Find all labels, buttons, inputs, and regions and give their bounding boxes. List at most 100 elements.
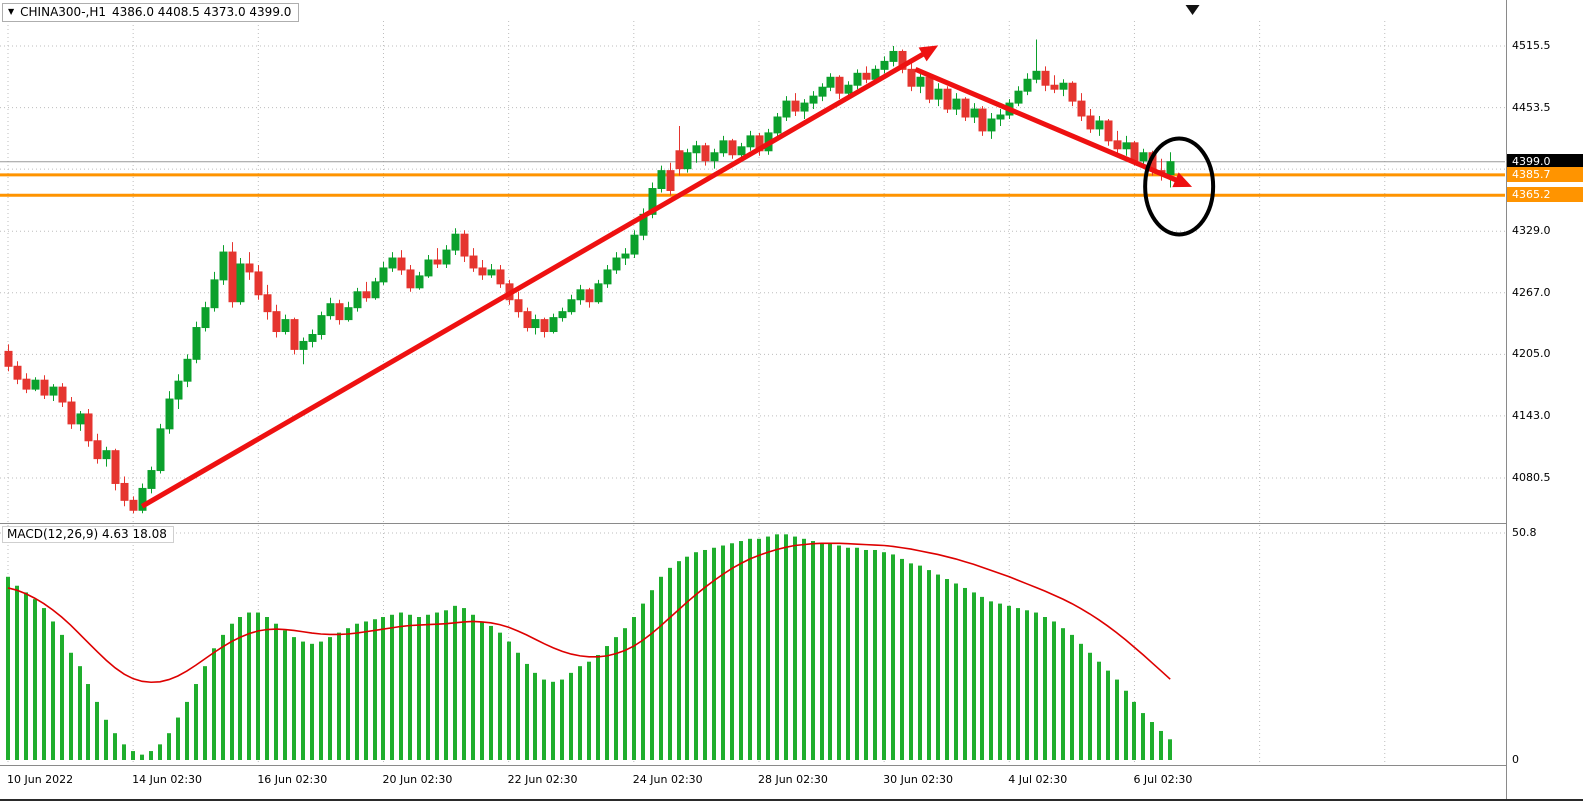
time-axis[interactable]: 10 Jun 2022 14 Jun 02:30 16 Jun 02:30 20 Ju… xyxy=(0,766,1505,799)
macd-bar xyxy=(980,596,984,760)
candle-body xyxy=(1014,90,1023,104)
time-axis-label: 14 Jun 02:30 xyxy=(132,773,203,786)
macd-bar xyxy=(900,558,904,760)
candle-body xyxy=(120,482,129,501)
macd-bar xyxy=(24,592,28,760)
macd-bar xyxy=(1097,661,1101,760)
macd-bar xyxy=(417,617,421,760)
macd-bar xyxy=(1043,617,1047,760)
macd-bar xyxy=(945,579,949,760)
macd-axis-label: 50.8 xyxy=(1512,526,1537,539)
level-price-tag[interactable]: 4385.7 xyxy=(1507,166,1583,182)
candle-body xyxy=(701,145,710,162)
candle-body xyxy=(916,76,925,87)
candle-body xyxy=(40,379,49,396)
macd-bar xyxy=(149,751,153,760)
candle-body xyxy=(970,108,979,118)
macd-bar xyxy=(462,608,466,760)
macd-bar xyxy=(1159,730,1163,760)
price-axis-label: 4143.0 xyxy=(1512,408,1551,422)
macd-bar xyxy=(963,587,967,760)
candle-body xyxy=(996,114,1005,120)
candle-body xyxy=(201,307,210,329)
candle-body xyxy=(138,487,147,511)
candle-body xyxy=(1086,115,1095,130)
candle-body xyxy=(49,386,58,396)
macd-bar xyxy=(238,617,242,760)
macd-bar xyxy=(659,576,663,760)
candle-body xyxy=(174,380,183,400)
macd-bar xyxy=(435,612,439,760)
macd-bar xyxy=(685,556,689,760)
macd-bar xyxy=(60,634,64,760)
candle-body xyxy=(603,269,612,285)
candle-body xyxy=(800,102,809,112)
macd-bar xyxy=(1052,621,1056,760)
macd-bar xyxy=(1088,652,1092,760)
macd-bar xyxy=(167,733,171,760)
macd-bar xyxy=(489,625,493,760)
macd-bar xyxy=(766,536,770,760)
ohlc-readout: 4386.0 4408.5 4373.0 4399.0 xyxy=(112,5,292,19)
price-axis[interactable]: 4515.5 4453.5 4329.0 4267.0 4205.0 4143.0 4080… xyxy=(1506,0,1583,799)
macd-bar xyxy=(33,599,37,760)
panel-separator[interactable] xyxy=(0,523,1583,524)
candle-body xyxy=(290,319,299,350)
time-axis-label: 4 Jul 02:30 xyxy=(1008,773,1068,786)
time-axis-label: 6 Jul 02:30 xyxy=(1133,773,1193,786)
macd-bar xyxy=(453,605,457,760)
candle-body xyxy=(22,378,31,390)
macd-bar xyxy=(1079,643,1083,760)
candle-body xyxy=(371,281,380,299)
candle-body xyxy=(308,333,317,342)
macd-bar xyxy=(677,561,681,760)
macd-bar xyxy=(310,643,314,760)
candle-body xyxy=(880,60,889,70)
candle-body xyxy=(487,269,496,276)
candle-body xyxy=(317,315,326,335)
highlight-ellipse[interactable] xyxy=(1143,136,1216,237)
candle-body xyxy=(13,365,22,380)
candle-body xyxy=(424,259,433,277)
macd-bar xyxy=(1034,612,1038,760)
macd-bar xyxy=(122,744,126,760)
macd-bar xyxy=(301,641,305,760)
candle-body xyxy=(397,257,406,271)
candle-body xyxy=(1113,140,1122,150)
candle-body xyxy=(415,275,424,289)
candle-body xyxy=(567,299,576,313)
level-price-tag[interactable]: 4365.2 xyxy=(1507,187,1583,203)
symbol-period-label: CHINA300-,H1 xyxy=(20,5,106,19)
candle-body xyxy=(710,152,719,162)
candle-body xyxy=(460,233,469,257)
price-axis-label: 4329.0 xyxy=(1512,224,1551,238)
macd-bar xyxy=(989,601,993,760)
uptrend-arrow[interactable] xyxy=(140,45,939,509)
macd-bar xyxy=(480,621,484,760)
candle-body xyxy=(630,234,639,255)
macd-bar xyxy=(1007,605,1011,760)
candle-body xyxy=(478,267,487,276)
macd-bar xyxy=(373,619,377,760)
candle-body xyxy=(549,317,558,333)
candle-body xyxy=(433,259,442,265)
candle-body xyxy=(84,413,93,442)
macd-bar xyxy=(140,754,144,760)
downtrend-arrow[interactable] xyxy=(914,67,1193,188)
macd-bar xyxy=(1141,713,1145,760)
time-axis-label: 16 Jun 02:30 xyxy=(257,773,328,786)
macd-bar xyxy=(864,549,868,760)
candle-body xyxy=(451,233,460,251)
macd-bar xyxy=(158,744,162,760)
candle-body xyxy=(621,253,630,259)
candle-body xyxy=(362,291,371,299)
macd-bar xyxy=(936,574,940,760)
candle-body xyxy=(1095,120,1104,130)
candle-body xyxy=(1077,100,1086,117)
macd-bar xyxy=(381,617,385,760)
chart-shift-marker-icon[interactable] xyxy=(1185,5,1200,15)
macd-bar xyxy=(632,617,636,760)
macd-bar xyxy=(873,549,877,760)
candle-body xyxy=(469,255,478,269)
